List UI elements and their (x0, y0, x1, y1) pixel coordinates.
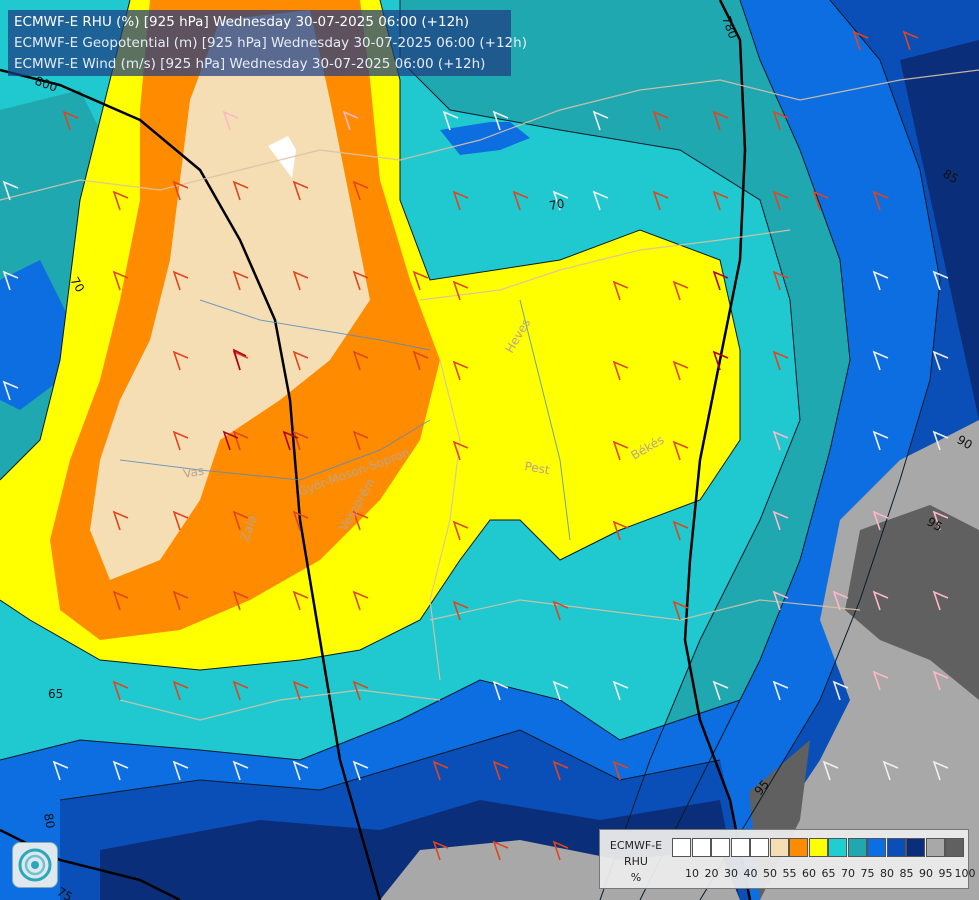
place-pest: Pest (523, 459, 550, 477)
legend-tick: 70 (841, 867, 855, 880)
legend-swatch (886, 838, 906, 857)
legend-swatch (828, 838, 847, 857)
legend-tick: 80 (880, 867, 894, 880)
legend-tick: 30 (724, 867, 738, 880)
title-rhu: ECMWF-E RHU (%) [925 hPa] Wednesday 30-0… (14, 14, 469, 30)
legend-swatch (750, 838, 769, 857)
legend-swatch (789, 838, 808, 857)
legend-swatch (867, 838, 886, 857)
rh-field-100 (845, 505, 979, 700)
legend-tick: 20 (704, 867, 719, 880)
rivers (119, 299, 571, 541)
rh-field-55 (90, 10, 370, 580)
legend-tick: 50 (763, 867, 777, 880)
legend-swatch (808, 838, 828, 857)
legend-swatch (769, 838, 789, 857)
contour-label-80: 80 (41, 812, 57, 829)
rh-field-80-west (0, 260, 70, 410)
legend-swatch (691, 838, 711, 857)
legend-swatch (847, 838, 867, 857)
title-geopotential: ECMWF-E Geopotential (m) [925 hPa] Wedne… (14, 35, 527, 51)
contour-label-75: 75 (55, 884, 75, 900)
legend-tick: 40 (743, 867, 758, 880)
legend-swatch (672, 838, 691, 857)
legend-swatch (945, 838, 964, 857)
title-wind: ECMWF-E Wind (m/s) [925 hPa] Wednesday 3… (14, 56, 486, 72)
contour-label-90: 90 (955, 432, 975, 452)
legend-tick: 10 (685, 867, 699, 880)
legend-tick: 60 (802, 867, 816, 880)
legend-swatch (925, 838, 945, 857)
rhu-legend: ECMWF-E RHU % 10 20 30 40 50 55 60 65 70 75 80 85 90… (599, 829, 976, 889)
legend-tick: 95 (938, 867, 953, 880)
rh-field-50 (268, 136, 296, 178)
map-title-box: ECMWF-E RHU (%) [925 hPa] Wednesday 30-0… (8, 10, 527, 76)
legend-swatch (730, 838, 750, 857)
place-vas: Vas (182, 464, 205, 481)
legend-tick: 55 (782, 867, 797, 880)
contour-label-95a: 95 (925, 514, 945, 534)
contour-label-70a: 70 (548, 197, 565, 213)
legend-tick: 85 (899, 867, 914, 880)
legend-tick: 75 (860, 867, 875, 880)
contour-label-85: 85 (941, 166, 961, 186)
legend-swatch (711, 838, 730, 857)
contour-label-70b: 70 (67, 275, 87, 295)
wind-barbs (2, 30, 949, 861)
legend-tick: 100 (954, 867, 976, 880)
legend-tick: 90 (919, 867, 933, 880)
legend-tick: 65 (821, 867, 836, 880)
contour-label-65: 65 (48, 687, 63, 701)
legend-title: ECMWF-E RHU % (609, 839, 663, 884)
weather-logo-icon (12, 842, 58, 888)
legend-swatch (906, 838, 925, 857)
